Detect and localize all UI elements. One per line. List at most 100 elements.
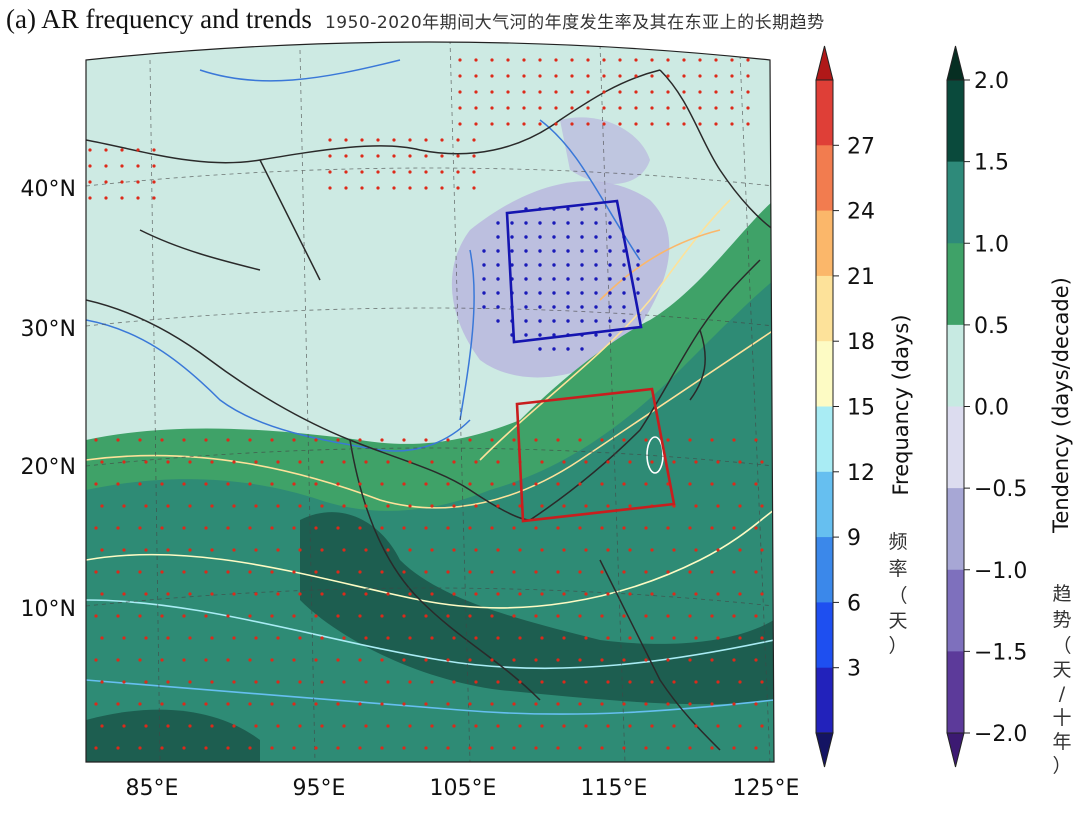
significance-dot: [714, 58, 718, 62]
significance-dot: [524, 333, 528, 337]
frequency-colorbar-segment: [816, 537, 833, 603]
zh-char: 年: [1052, 731, 1071, 753]
significance-dot: [622, 658, 626, 662]
significance-dot: [144, 724, 148, 728]
significance-dot: [440, 170, 444, 174]
significance-dot: [732, 746, 736, 750]
significance-dot: [512, 658, 516, 662]
significance-dot: [276, 636, 280, 640]
significance-dot: [100, 680, 104, 684]
significance-dot: [380, 526, 384, 530]
significance-dot: [540, 460, 544, 464]
significance-dot: [204, 570, 208, 574]
contour-line: [86, 329, 774, 509]
significance-dot: [468, 614, 472, 618]
significance-dot: [584, 460, 588, 464]
tendency-colorbar-label: Tendency (days/decade): [1049, 277, 1073, 534]
significance-dot: [386, 548, 390, 552]
significance-dot: [634, 122, 638, 126]
significance-dot: [554, 90, 558, 94]
significance-dot: [738, 680, 742, 684]
significance-dot: [570, 90, 574, 94]
significance-dot: [650, 636, 654, 640]
significance-dot: [320, 460, 324, 464]
significance-dot: [104, 164, 108, 168]
significance-dot: [562, 724, 566, 728]
significance-dot: [188, 636, 192, 640]
zh-char: 趋: [1052, 583, 1071, 605]
frequency-tick-label: 15: [847, 396, 875, 421]
significance-dot: [116, 482, 120, 486]
significance-dot: [644, 658, 648, 662]
significance-dot: [446, 526, 450, 530]
significance-dot: [182, 438, 186, 442]
significance-dot: [710, 702, 714, 706]
significance-dot: [182, 526, 186, 530]
significance-dot: [472, 138, 476, 142]
significance-dot: [600, 482, 604, 486]
significance-dot: [522, 106, 526, 110]
significance-dot: [408, 138, 412, 142]
frequency-tick-label: 3: [847, 657, 861, 682]
significance-dot: [732, 702, 736, 706]
significance-dot: [360, 154, 364, 158]
significance-dot: [518, 504, 522, 508]
significance-dot: [746, 58, 750, 62]
significance-dot: [474, 724, 478, 728]
significance-dot: [754, 658, 758, 662]
significance-dot: [380, 482, 384, 486]
significance-dot: [424, 746, 428, 750]
significance-dot: [666, 658, 670, 662]
significance-dot: [120, 196, 124, 200]
significance-dot: [408, 724, 412, 728]
significance-dot: [166, 504, 170, 508]
significance-dot: [104, 196, 108, 200]
significance-dot: [540, 504, 544, 508]
significance-dot: [144, 504, 148, 508]
significance-dot: [210, 460, 214, 464]
significance-dot: [628, 680, 632, 684]
significance-dot: [402, 702, 406, 706]
significance-dot: [636, 291, 640, 295]
significance-dot: [482, 305, 486, 309]
significance-dot: [482, 277, 486, 281]
significance-dot: [608, 263, 612, 267]
significance-dot: [584, 504, 588, 508]
boundary-line: [86, 69, 661, 164]
significance-dot: [602, 74, 606, 78]
significance-dot: [622, 263, 626, 267]
significance-dot: [474, 504, 478, 508]
significance-dot: [408, 186, 412, 190]
significance-dot: [408, 636, 412, 640]
significance-dot: [496, 277, 500, 281]
significance-dot: [580, 319, 584, 323]
significance-dot: [358, 702, 362, 706]
significance-dot: [524, 263, 528, 267]
significance-dot: [672, 460, 676, 464]
significance-dot: [210, 636, 214, 640]
significance-dot: [474, 592, 478, 596]
zh-char: 势: [1052, 609, 1071, 631]
frequency-tick-label: 6: [847, 591, 861, 616]
significance-dot: [534, 526, 538, 530]
significance-dot: [562, 460, 566, 464]
significance-dot: [666, 90, 670, 94]
significance-dot: [584, 636, 588, 640]
significance-dot: [468, 482, 472, 486]
significance-dot: [116, 438, 120, 442]
significance-dot: [468, 438, 472, 442]
significance-dot: [650, 106, 654, 110]
significance-dot: [298, 724, 302, 728]
significance-dot: [160, 482, 164, 486]
significance-dot: [552, 249, 556, 253]
tendency-tick-label: 1.0: [974, 232, 1009, 257]
significance-dot: [232, 724, 236, 728]
significance-dot: [496, 680, 500, 684]
significance-dot: [314, 614, 318, 618]
significance-dot: [402, 526, 406, 530]
significance-dot: [152, 196, 156, 200]
significance-dot: [556, 658, 560, 662]
significance-dot: [458, 74, 462, 78]
significance-dot: [540, 636, 544, 640]
significance-dot: [578, 658, 582, 662]
